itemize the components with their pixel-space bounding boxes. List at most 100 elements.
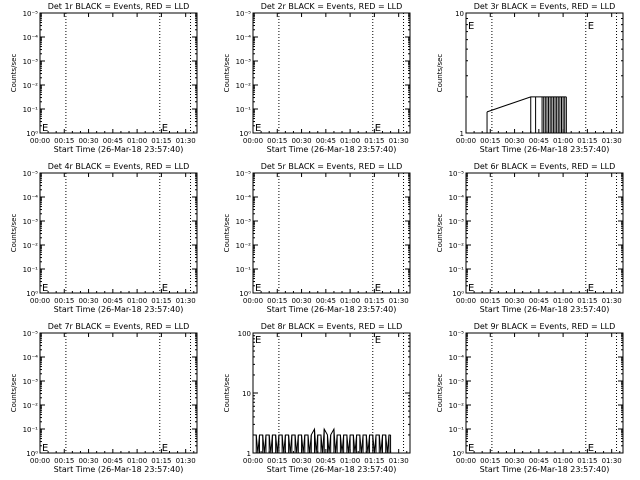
- y-tick-label: 10⁻⁴: [23, 34, 39, 42]
- y-tick-label: 10⁻¹: [236, 266, 252, 274]
- plot-title: Det 3r BLACK = Events, RED = LLD: [474, 2, 616, 11]
- y-tick-label: 10⁻²: [236, 242, 252, 250]
- y-tick-label: 10⁻³: [449, 218, 465, 226]
- x-tick-label: 00:30: [291, 297, 311, 305]
- y-tick-label: 10⁻⁵: [23, 170, 39, 178]
- x-tick-label: 00:00: [456, 137, 476, 145]
- x-axis-label: Start Time (26-Mar-18 23:57:40): [480, 305, 610, 314]
- x-tick-label: 01:00: [127, 457, 147, 465]
- x-axis-label: Start Time (26-Mar-18 23:57:40): [267, 465, 397, 474]
- y-tick-label: 10⁻⁵: [236, 10, 252, 18]
- x-tick-label: 00:45: [316, 137, 336, 145]
- plot-frame: [252, 12, 411, 134]
- e-marker: E: [468, 283, 474, 294]
- y-tick-label: 10⁻¹: [23, 266, 39, 274]
- x-axis-label: Start Time (26-Mar-18 23:57:40): [267, 145, 397, 154]
- panel-det-9: Det 9r BLACK = Events, RED = LLD 00:00 00:…: [436, 322, 624, 474]
- x-tick-label: 01:30: [389, 457, 409, 465]
- plot-frame: [39, 332, 198, 454]
- x-tick-label: 00:15: [480, 137, 500, 145]
- x-tick-label: 01:30: [176, 297, 196, 305]
- e-marker: E: [162, 123, 168, 134]
- y-tick-label: 10⁻¹: [236, 106, 252, 114]
- y-tick-label: 10⁰: [239, 290, 251, 298]
- x-tick-label: 00:00: [30, 137, 50, 145]
- y-tick-label: 10⁻⁴: [236, 34, 252, 42]
- e-marker: E: [375, 335, 381, 346]
- x-tick-label: 00:00: [243, 457, 263, 465]
- x-tick-label: 00:15: [54, 137, 74, 145]
- x-tick-label: 01:30: [389, 137, 409, 145]
- x-tick-label: 00:30: [504, 137, 524, 145]
- e-marker: E: [468, 443, 474, 454]
- y-axis-label: Counts/sec: [10, 374, 18, 413]
- x-tick-label: 00:45: [103, 297, 123, 305]
- e-marker: E: [255, 283, 261, 294]
- plot-title: Det 5r BLACK = Events, RED = LLD: [261, 162, 403, 171]
- y-axis-label: Counts/sec: [436, 54, 444, 93]
- y-tick-label: 10⁰: [26, 450, 38, 458]
- e-marker: E: [375, 123, 381, 134]
- x-tick-label: 01:00: [127, 297, 147, 305]
- x-tick-label: 01:15: [151, 457, 171, 465]
- plot-title: Det 7r BLACK = Events, RED = LLD: [48, 322, 190, 331]
- y-tick-label: 10⁻⁴: [23, 354, 39, 362]
- x-axis-label: Start Time (26-Mar-18 23:57:40): [480, 145, 610, 154]
- panel-det-4: Det 4r BLACK = Events, RED = LLD 00:00 00:…: [10, 162, 198, 314]
- y-tick-label: 1: [247, 450, 251, 458]
- y-axis-label: Counts/sec: [10, 214, 18, 253]
- x-tick-label: 01:30: [602, 137, 622, 145]
- y-tick-label: 10⁻³: [236, 218, 252, 226]
- plot-title: Det 8r BLACK = Events, RED = LLD: [261, 322, 403, 331]
- plot-frame: [465, 12, 624, 134]
- e-marker: E: [42, 283, 48, 294]
- x-tick-label: 00:00: [30, 297, 50, 305]
- x-tick-label: 01:00: [340, 137, 360, 145]
- e-marker: E: [255, 123, 261, 134]
- x-tick-label: 01:00: [340, 457, 360, 465]
- series-line: [253, 427, 391, 454]
- y-tick-label: 10⁻⁴: [449, 194, 465, 202]
- x-tick-label: 00:30: [504, 457, 524, 465]
- y-tick-label: 100: [238, 330, 251, 338]
- panel-det-7: Det 7r BLACK = Events, RED = LLD 00:00 00:…: [10, 322, 198, 474]
- y-tick-label: 1: [460, 130, 464, 138]
- y-tick-label: 10⁻⁴: [23, 194, 39, 202]
- x-tick-label: 00:15: [267, 137, 287, 145]
- x-tick-label: 00:00: [456, 457, 476, 465]
- x-axis-label: Start Time (26-Mar-18 23:57:40): [54, 305, 184, 314]
- x-tick-label: 01:15: [151, 297, 171, 305]
- x-tick-label: 01:15: [577, 297, 597, 305]
- y-tick-label: 10⁻²: [236, 82, 252, 90]
- panel-det-2: Det 2r BLACK = Events, RED = LLD 00:00 00:…: [223, 2, 411, 154]
- x-tick-label: 01:30: [602, 297, 622, 305]
- x-tick-label: 01:00: [340, 297, 360, 305]
- x-tick-label: 01:15: [577, 137, 597, 145]
- x-tick-label: 00:00: [243, 297, 263, 305]
- y-axis-label: Counts/sec: [436, 214, 444, 253]
- e-marker: E: [42, 123, 48, 134]
- panel-det-6: Det 6r BLACK = Events, RED = LLD 00:00 00:…: [436, 162, 624, 314]
- y-tick-label: 10⁻²: [23, 82, 39, 90]
- y-tick-label: 10⁻³: [449, 378, 465, 386]
- plot-title: Det 2r BLACK = Events, RED = LLD: [261, 2, 403, 11]
- x-tick-label: 01:30: [176, 137, 196, 145]
- panel-det-3: Det 3r BLACK = Events, RED = LLD 00:00 00:…: [436, 2, 624, 154]
- plot-title: Det 1r BLACK = Events, RED = LLD: [48, 2, 190, 11]
- x-tick-label: 01:15: [364, 137, 384, 145]
- y-tick-label: 10⁰: [452, 290, 464, 298]
- x-axis-label: Start Time (26-Mar-18 23:57:40): [480, 465, 610, 474]
- x-tick-label: 00:00: [30, 457, 50, 465]
- y-axis-label: Counts/sec: [436, 374, 444, 413]
- plot-frame: [252, 172, 411, 294]
- x-tick-label: 00:15: [267, 297, 287, 305]
- panel-det-1: Det 1r BLACK = Events, RED = LLD 00:00 00:…: [10, 2, 198, 154]
- y-tick-label: 10⁻⁴: [449, 354, 465, 362]
- series-1: [486, 96, 567, 133]
- y-axis-label: Counts/sec: [223, 214, 231, 253]
- x-tick-label: 00:30: [78, 297, 98, 305]
- plot-frame: [465, 332, 624, 454]
- panel-det-8: Det 8r BLACK = Events, RED = LLD 00:00 00:…: [223, 322, 411, 474]
- x-tick-label: 01:30: [176, 457, 196, 465]
- y-tick-label: 10⁻¹: [23, 426, 39, 434]
